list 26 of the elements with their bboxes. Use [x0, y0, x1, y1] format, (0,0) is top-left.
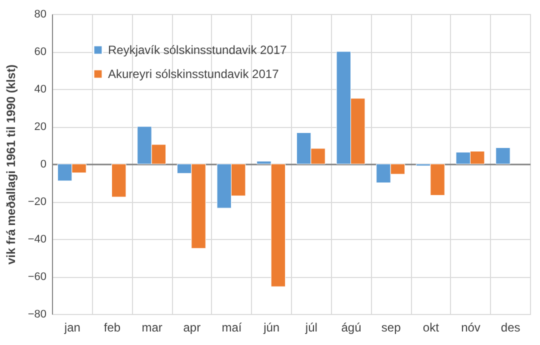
y-tick-label: 40: [34, 84, 46, 96]
bar: [496, 147, 510, 164]
x-tick-label: mar: [142, 320, 162, 334]
y-tick-label: −20: [28, 196, 46, 208]
y-tick-label: 60: [34, 46, 46, 58]
y-tick-label: 20: [34, 121, 46, 133]
x-tick-label: jún: [262, 320, 280, 334]
y-tick-label: −80: [28, 308, 46, 320]
x-tick-label: nóv: [461, 320, 480, 334]
legend-label: Akureyri sólskinsstundavik 2017: [108, 67, 280, 81]
x-tick-label: apr: [183, 320, 201, 334]
y-tick-label: −40: [28, 234, 46, 246]
x-tick-label: sep: [381, 320, 402, 334]
y-axis-title: vik frá meðallagi 1961 til 1990 (klst): [4, 64, 18, 265]
y-tick-label: 80: [34, 8, 46, 20]
x-tick-label: maí: [222, 320, 242, 334]
x-tick-label: okt: [422, 320, 440, 334]
x-tick-label: des: [500, 320, 520, 334]
y-tick-label: −60: [28, 271, 46, 283]
x-tick-label: ágú: [341, 320, 362, 334]
bar: [112, 164, 126, 198]
x-tick-label: jan: [63, 320, 80, 334]
legend-label: Reykjavík sólskinsstundavik 2017: [108, 43, 288, 57]
x-tick-label: feb: [104, 320, 121, 334]
y-tick-label: 0: [40, 158, 46, 170]
x-tick-label: júl: [304, 320, 318, 334]
